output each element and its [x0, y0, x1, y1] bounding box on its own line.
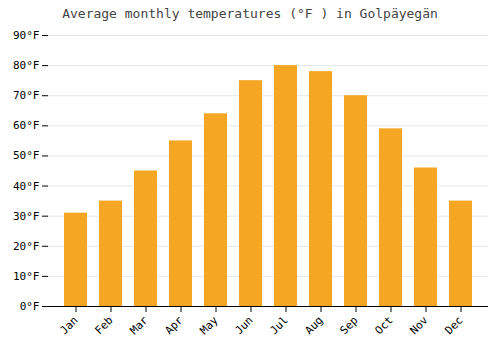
svg-text:Sep: Sep	[337, 314, 360, 337]
svg-text:30°F: 30°F	[13, 210, 40, 223]
svg-text:Dec: Dec	[442, 314, 465, 337]
svg-text:Jan: Jan	[57, 314, 80, 337]
svg-text:0°F: 0°F	[20, 300, 40, 313]
svg-text:Mar: Mar	[127, 313, 151, 337]
svg-text:Jul: Jul	[267, 314, 290, 337]
svg-text:40°F: 40°F	[13, 180, 40, 193]
svg-text:90°F: 90°F	[13, 29, 40, 42]
svg-text:Apr: Apr	[162, 313, 186, 337]
svg-text:Jun: Jun	[232, 314, 255, 337]
svg-text:Oct: Oct	[372, 314, 395, 337]
svg-text:May: May	[197, 313, 221, 337]
svg-text:70°F: 70°F	[13, 89, 40, 102]
svg-text:60°F: 60°F	[13, 119, 40, 132]
svg-text:Feb: Feb	[92, 314, 115, 337]
html-text:Average monthly temperatures (: Average monthly temperatures (°F ) in Go…	[62, 6, 438, 21]
svg-text:50°F: 50°F	[13, 149, 40, 162]
svg-text:10°F: 10°F	[13, 270, 40, 283]
svg-text:20°F: 20°F	[13, 240, 40, 253]
svg-text:Aug: Aug	[302, 314, 325, 337]
svg-text:80°F: 80°F	[13, 59, 40, 72]
svg-text:Nov: Nov	[407, 313, 431, 337]
